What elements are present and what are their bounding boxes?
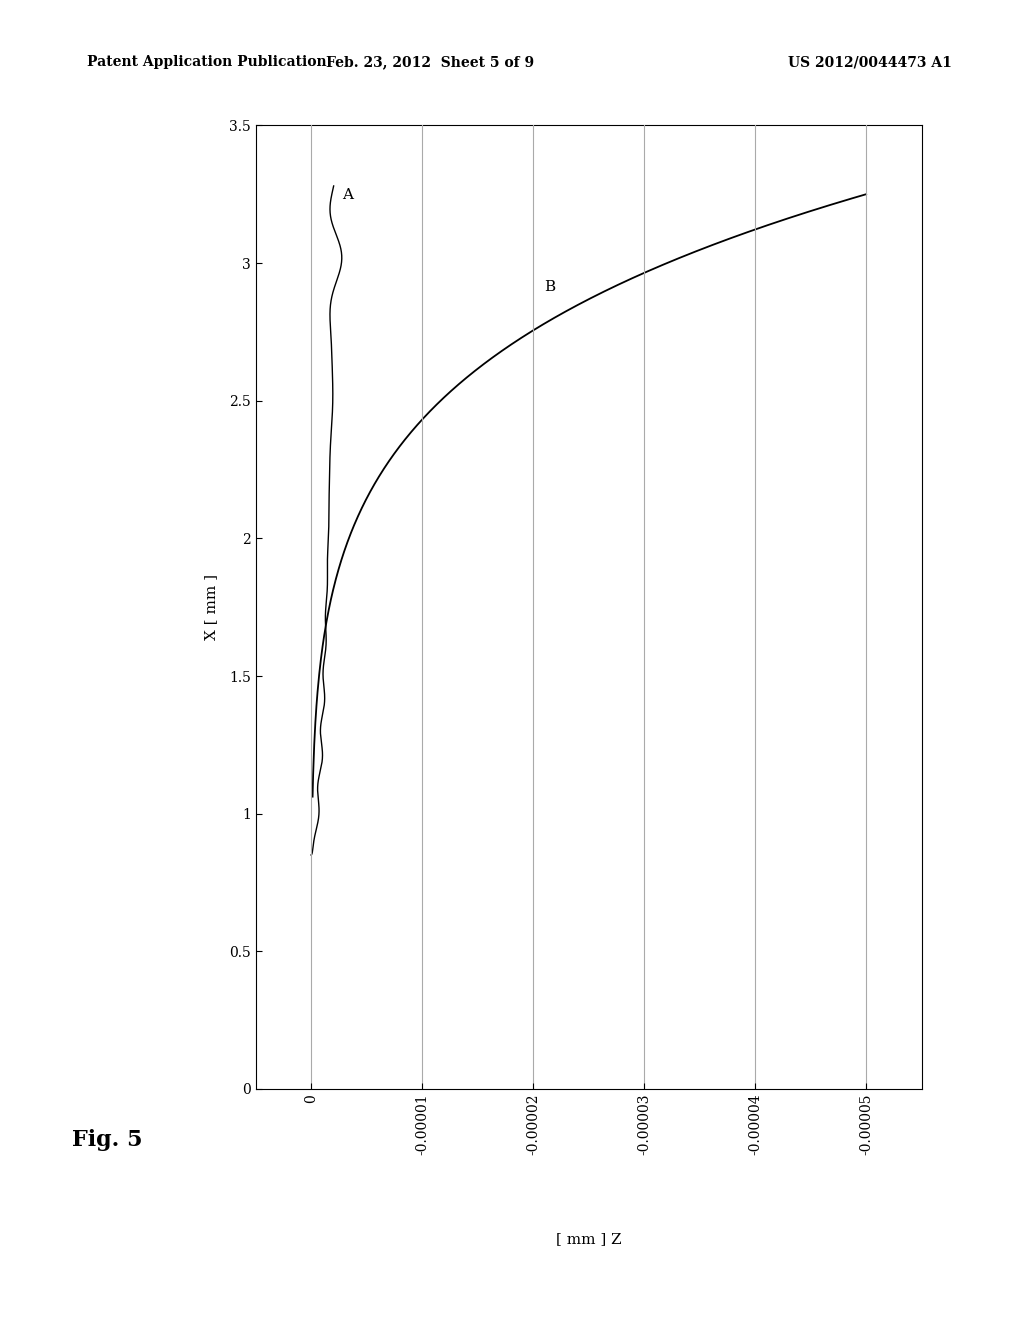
Text: Patent Application Publication: Patent Application Publication xyxy=(87,55,327,70)
Text: Feb. 23, 2012  Sheet 5 of 9: Feb. 23, 2012 Sheet 5 of 9 xyxy=(326,55,535,70)
X-axis label: [ mm ] Z: [ mm ] Z xyxy=(556,1232,622,1246)
Text: US 2012/0044473 A1: US 2012/0044473 A1 xyxy=(788,55,952,70)
Text: Fig. 5: Fig. 5 xyxy=(72,1129,142,1151)
Text: A: A xyxy=(342,189,353,202)
Y-axis label: X [ mm ]: X [ mm ] xyxy=(204,574,218,640)
Text: B: B xyxy=(545,280,556,293)
